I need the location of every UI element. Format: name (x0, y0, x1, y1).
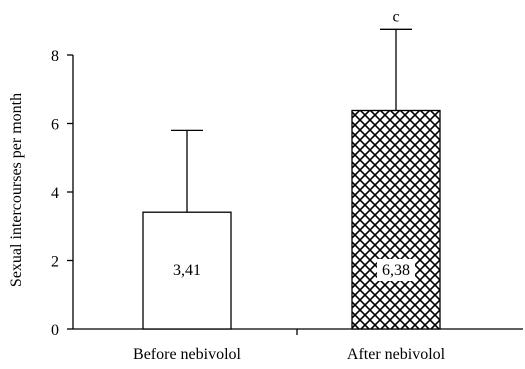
bar (351, 109, 441, 330)
y-axis-label: Sexual intercourses per month (8, 93, 25, 287)
y-tick-label: 4 (51, 185, 59, 202)
y-tick-label: 2 (51, 254, 59, 271)
bars: 3,41 6,38 c (142, 8, 441, 330)
value-label-background (377, 259, 415, 281)
axes: 0 2 4 6 8 Before nebivolol After nebivolol (51, 48, 523, 363)
x-category-label: Before nebivolol (133, 346, 242, 363)
value-label: 6,38 (382, 262, 410, 279)
significance-annotation: c (392, 8, 399, 25)
y-tick-label: 0 (51, 322, 59, 339)
value-label: 3,41 (173, 262, 201, 279)
x-category-label: After nebivolol (347, 346, 446, 363)
y-tick-label: 8 (51, 48, 59, 65)
bar (142, 211, 232, 330)
y-tick-label: 6 (51, 117, 59, 134)
